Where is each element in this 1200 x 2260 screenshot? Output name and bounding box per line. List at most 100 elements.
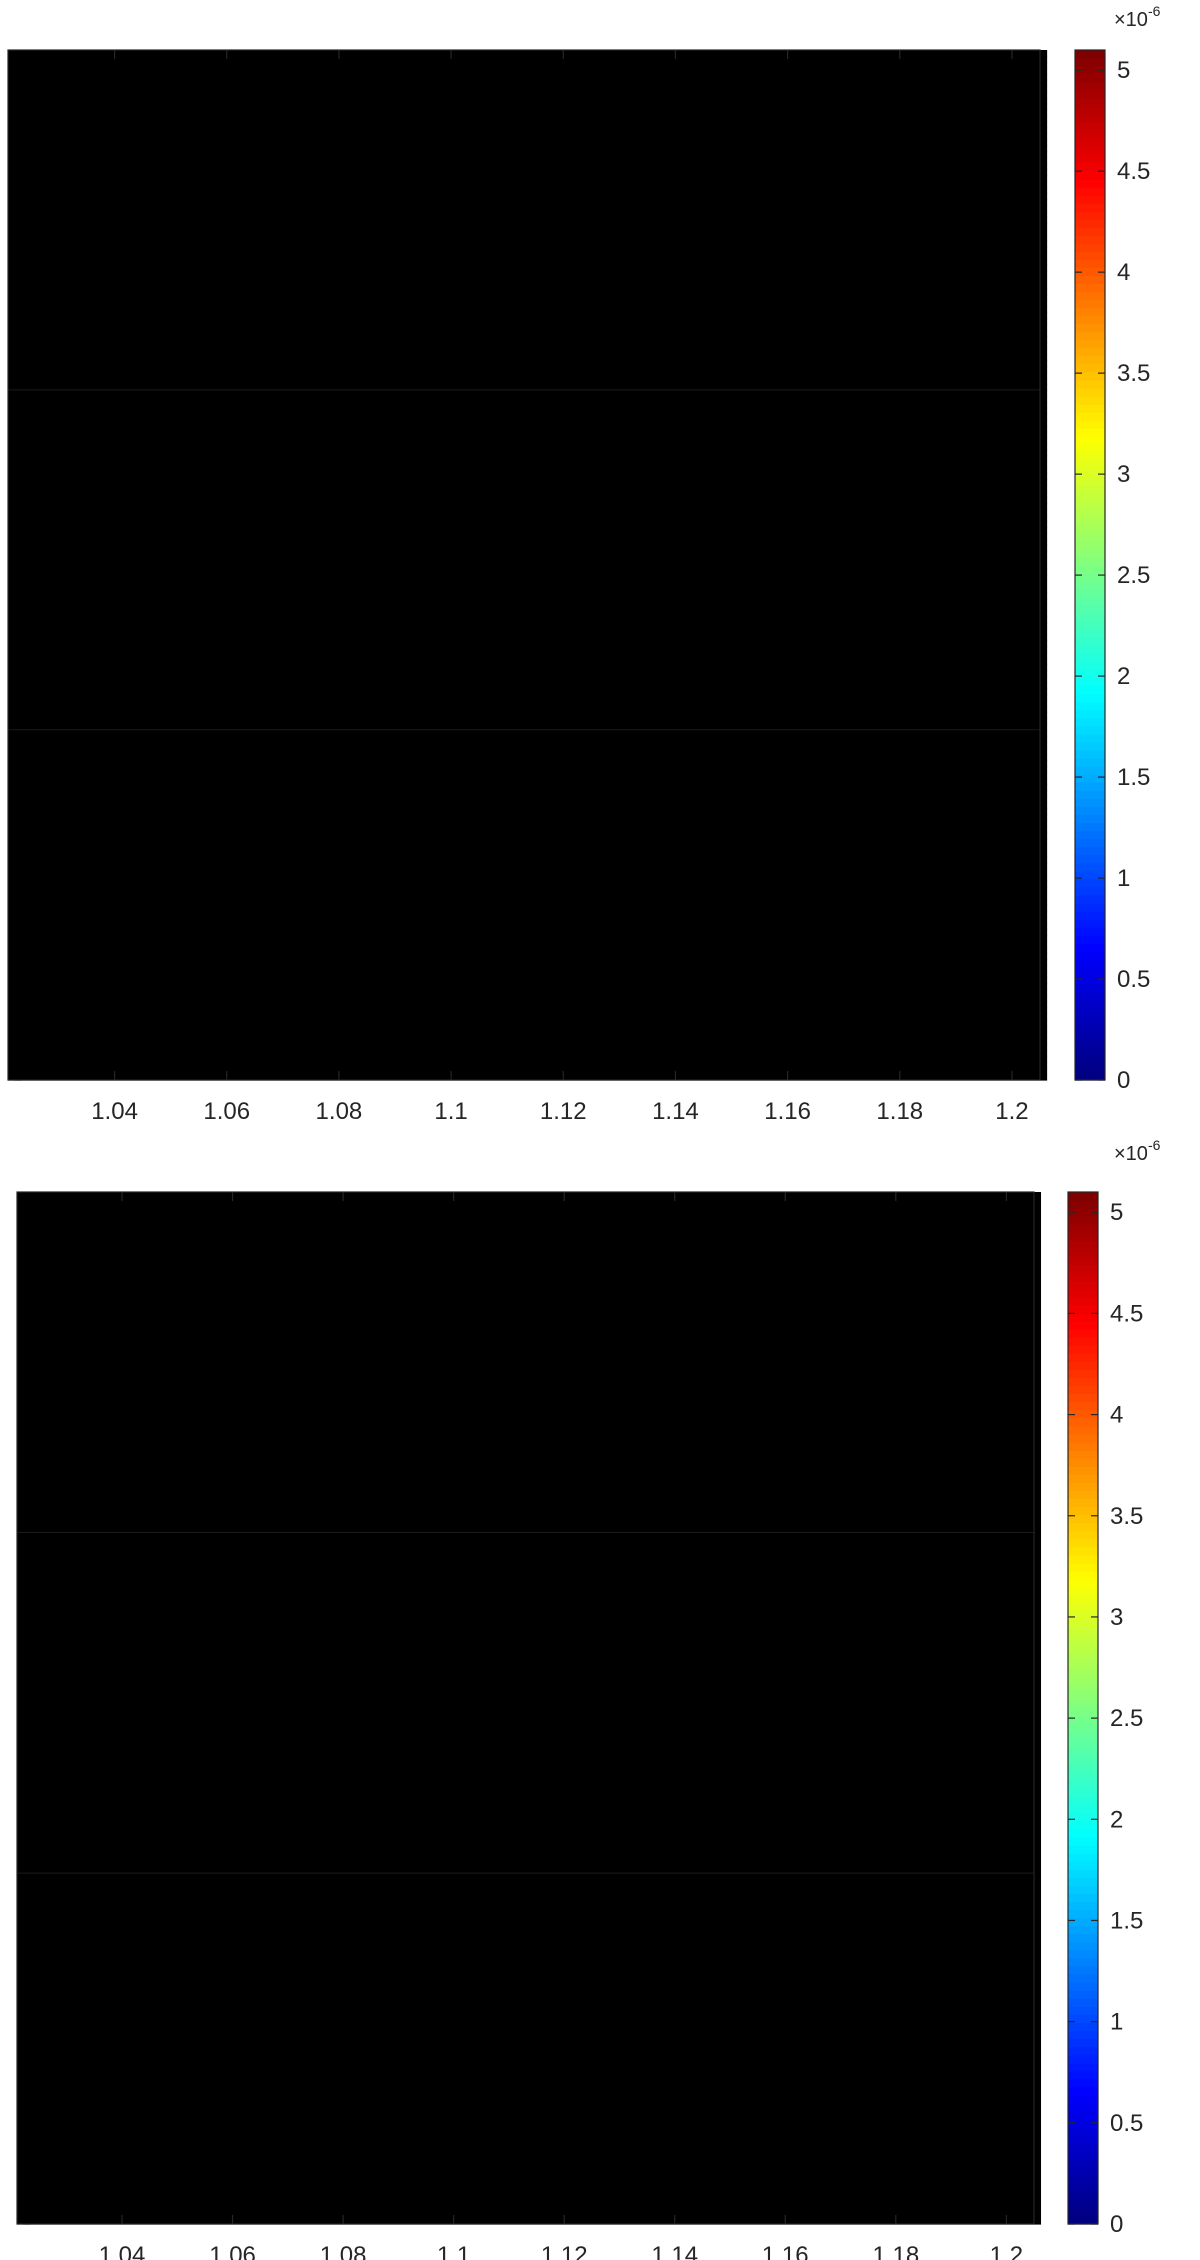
heatmap-cell — [263, 151, 277, 158]
heatmap-cell — [511, 163, 525, 170]
heatmap-cell — [393, 372, 407, 379]
heatmap-cell — [759, 330, 773, 337]
heatmap-cell — [67, 80, 81, 87]
heatmap-cell — [1007, 122, 1021, 129]
heatmap-cell — [210, 372, 224, 379]
heatmap-cell — [106, 306, 120, 313]
heatmap-cell — [890, 235, 904, 242]
heatmap-cell — [929, 68, 943, 75]
heatmap-cell — [132, 181, 146, 188]
heatmap-cell — [406, 241, 420, 248]
heatmap-cell — [28, 145, 42, 152]
heatmap-cell — [720, 277, 734, 284]
heatmap-cell — [106, 151, 120, 158]
heatmap-cell — [498, 98, 512, 105]
heatmap-cell — [824, 175, 838, 182]
heatmap-cell — [903, 199, 917, 206]
heatmap-cell — [942, 271, 956, 278]
heatmap-cell — [511, 92, 525, 99]
heatmap-cell — [419, 145, 433, 152]
heatmap-cell — [890, 300, 904, 307]
heatmap-cell — [406, 175, 420, 182]
heatmap-cell — [145, 199, 159, 206]
heatmap-cell — [354, 372, 368, 379]
heatmap-cell — [759, 324, 773, 331]
heatmap-cell — [576, 98, 590, 105]
heatmap-cell — [106, 68, 120, 75]
heatmap-cell — [315, 336, 329, 343]
heatmap-cell — [955, 259, 969, 266]
heatmap-cell — [524, 223, 538, 230]
heatmap-cell — [354, 62, 368, 69]
heatmap-cell — [615, 193, 629, 200]
heatmap-cell — [903, 80, 917, 87]
heatmap-cell — [550, 348, 564, 355]
heatmap-cell — [942, 342, 956, 349]
heatmap-cell — [106, 229, 120, 236]
heatmap-cell — [655, 283, 669, 290]
heatmap-cell — [824, 253, 838, 260]
heatmap-cell — [877, 110, 891, 117]
heatmap-cell — [602, 378, 616, 385]
heatmap-cell — [41, 86, 55, 93]
heatmap-cell — [106, 116, 120, 123]
heatmap-cell — [289, 157, 303, 164]
heatmap-cell — [289, 348, 303, 355]
heatmap-cell — [968, 372, 982, 379]
heatmap-cell — [511, 128, 525, 135]
heatmap-cell — [171, 271, 185, 278]
heatmap-cell — [1007, 253, 1021, 260]
heatmap-cell — [485, 50, 499, 57]
heatmap-cell — [15, 390, 29, 397]
heatmap-cell — [28, 157, 42, 164]
heatmap-cell — [145, 223, 159, 230]
heatmap-cell — [106, 133, 120, 140]
heatmap-cell — [28, 348, 42, 355]
heatmap-cell — [276, 104, 290, 111]
heatmap-cell — [328, 265, 342, 272]
heatmap-cell — [733, 50, 747, 57]
heatmap-cell — [67, 366, 81, 373]
heatmap-cell — [498, 116, 512, 123]
heatmap-cell — [406, 151, 420, 158]
heatmap-cell — [54, 378, 68, 385]
heatmap-cell — [158, 187, 172, 194]
heatmap-cell — [916, 163, 930, 170]
heatmap-cell — [224, 300, 238, 307]
heatmap-cell — [916, 289, 930, 296]
heatmap-cell — [106, 110, 120, 117]
heatmap-cell — [41, 330, 55, 337]
heatmap-cell — [67, 50, 81, 57]
heatmap-cell — [472, 277, 486, 284]
heatmap-cell — [655, 157, 669, 164]
heatmap-cell — [15, 199, 29, 206]
heatmap-cell — [942, 68, 956, 75]
heatmap-cell — [93, 229, 107, 236]
heatmap-cell — [707, 318, 721, 325]
heatmap-cell — [615, 181, 629, 188]
heatmap-cell — [824, 390, 838, 397]
heatmap-cell — [968, 139, 982, 146]
heatmap-cell — [498, 86, 512, 93]
heatmap-cell — [968, 157, 982, 164]
heatmap-cell — [472, 50, 486, 57]
heatmap-cell — [589, 229, 603, 236]
heatmap-cell — [772, 116, 786, 123]
heatmap-cell — [380, 372, 394, 379]
heatmap-cell — [968, 175, 982, 182]
heatmap-cell — [707, 175, 721, 182]
heatmap-cell — [328, 354, 342, 361]
heatmap-cell — [433, 199, 447, 206]
heatmap-cell — [655, 187, 669, 194]
heatmap-cell — [798, 390, 812, 397]
heatmap-cell — [772, 283, 786, 290]
heatmap-cell — [877, 50, 891, 57]
heatmap-cell — [41, 354, 55, 361]
heatmap-cell — [419, 223, 433, 230]
heatmap-cell — [315, 378, 329, 385]
heatmap-cell — [576, 211, 590, 218]
heatmap-cell — [602, 342, 616, 349]
heatmap-cell — [550, 74, 564, 81]
heatmap-cell — [537, 133, 551, 140]
heatmap-cell — [785, 145, 799, 152]
